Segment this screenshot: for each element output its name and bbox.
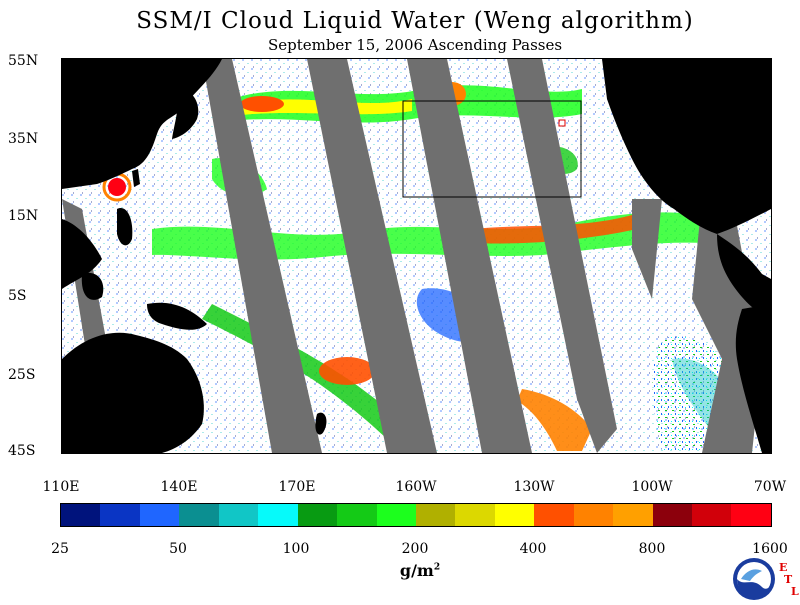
- typhoon-core: [108, 178, 126, 196]
- lon-label-160w: 160W: [395, 479, 437, 495]
- color-scale-bar: [60, 503, 772, 527]
- colorbar-segment: [258, 504, 298, 526]
- land-indochina: [62, 219, 102, 289]
- etl-letter-e: E: [779, 561, 788, 574]
- colorbar-segment: [652, 504, 692, 526]
- cloud-cell-spcz-core: [319, 357, 375, 385]
- land-new-zealand: [315, 412, 327, 435]
- colorbar-segment: [61, 504, 101, 526]
- lat-label-35n: 35N: [8, 131, 39, 147]
- etl-letter-l: L: [791, 585, 799, 598]
- lat-label-5s: 5S: [8, 288, 27, 304]
- swath-gap-5: [507, 59, 617, 453]
- scale-label-800: 800: [638, 541, 666, 557]
- scale-label-1600: 1600: [752, 541, 788, 557]
- lon-label-70w: 70W: [753, 479, 787, 495]
- land-masses: [62, 59, 771, 453]
- lon-label-110e: 110E: [42, 479, 80, 495]
- swath-gap-3: [307, 59, 437, 453]
- land-philippines: [117, 208, 133, 246]
- lat-label-55n: 55N: [8, 53, 39, 69]
- noaa-logo: [732, 557, 776, 601]
- map-svg: [62, 59, 771, 453]
- land-new-guinea: [147, 302, 207, 330]
- lon-label-140e: 140E: [160, 479, 198, 495]
- colorbar-segment: [218, 504, 259, 526]
- lon-label-170e: 170E: [278, 479, 316, 495]
- lon-label-130w: 130W: [513, 479, 555, 495]
- colorbar-segment: [179, 504, 219, 526]
- buoy-marker: [558, 119, 566, 127]
- colorbar-segment: [455, 504, 495, 526]
- cloud-cell-western-pacific: [240, 96, 284, 112]
- colorbar-segment: [731, 504, 771, 526]
- land-north-america: [602, 59, 771, 234]
- etl-letter-t: T: [784, 573, 793, 586]
- land-central-america: [717, 234, 771, 319]
- colorbar-segment: [613, 504, 653, 526]
- noaa-emblem: [733, 558, 775, 600]
- scale-label-100: 100: [282, 541, 310, 557]
- study-region-box: [402, 100, 582, 198]
- cloud-water-map: [61, 58, 772, 454]
- lat-label-15n: 15N: [8, 208, 39, 224]
- land-south-america: [735, 304, 771, 453]
- cloud-band-southeast: [517, 389, 592, 451]
- lat-label-25s: 25S: [8, 367, 36, 383]
- colorbar-segment: [692, 504, 732, 526]
- scale-label-25: 25: [51, 541, 69, 557]
- land-taiwan: [132, 169, 140, 187]
- units-text: g/m: [399, 561, 434, 580]
- scale-label-50: 50: [169, 541, 187, 557]
- colorbar-segment: [376, 504, 416, 526]
- units-superscript: 2: [433, 562, 441, 573]
- lat-label-45s: 45S: [8, 443, 36, 459]
- swath-gap-4: [407, 59, 532, 453]
- land-borneo: [81, 272, 104, 300]
- units-label: g/m2: [380, 561, 460, 580]
- scale-label-200: 200: [401, 541, 429, 557]
- colorbar-segment: [534, 504, 574, 526]
- colorbar-segment: [297, 504, 338, 526]
- page-subtitle: September 15, 2006 Ascending Passes: [267, 36, 563, 54]
- colorbar-segment: [415, 504, 456, 526]
- colorbar-segment: [139, 504, 180, 526]
- land-australia: [62, 332, 204, 453]
- lon-label-100w: 100W: [631, 479, 673, 495]
- colorbar-segment: [337, 504, 377, 526]
- colorbar-segment: [100, 504, 140, 526]
- swath-gap-2: [202, 59, 322, 453]
- swath-gap-6: [632, 199, 662, 299]
- page-title: SSM/I Cloud Liquid Water (Weng algorithm…: [136, 8, 694, 34]
- colorbar-segment: [494, 504, 535, 526]
- scale-label-400: 400: [519, 541, 547, 557]
- land-japan: [172, 88, 199, 139]
- colorbar-segment: [573, 504, 614, 526]
